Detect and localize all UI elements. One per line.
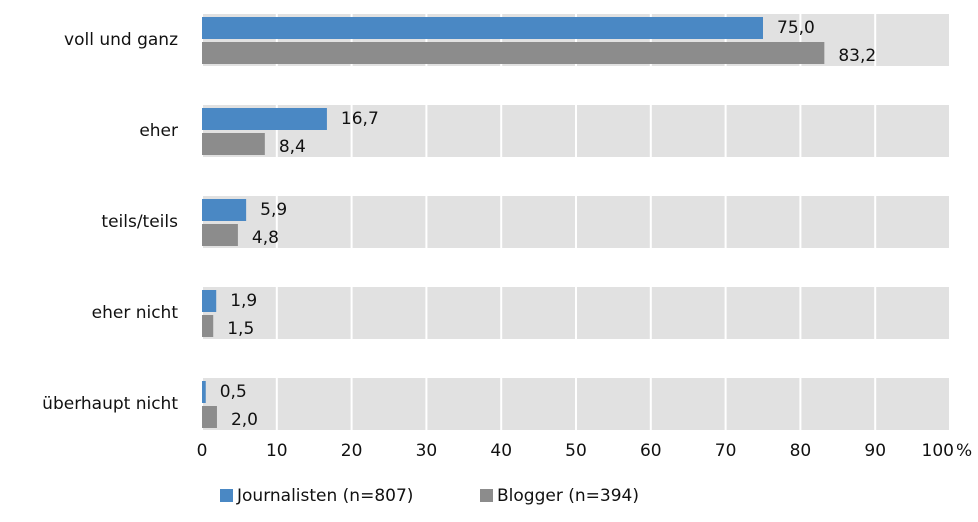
bar <box>202 42 825 64</box>
legend-label: Journalisten (n=807) <box>236 486 413 506</box>
value-label: 0,5 <box>220 382 247 402</box>
bar <box>202 315 214 337</box>
value-label: 16,7 <box>341 109 379 129</box>
value-label: 1,5 <box>227 319 254 339</box>
legend-swatch <box>480 489 493 502</box>
value-label: 1,9 <box>230 291 257 311</box>
value-label: 75,0 <box>777 18 815 38</box>
bar <box>202 17 763 39</box>
bar <box>202 290 217 312</box>
category-label: eher nicht <box>92 303 179 323</box>
x-tick-label: 90 <box>864 441 886 461</box>
value-label: 5,9 <box>260 200 287 220</box>
bar <box>202 199 247 221</box>
category-label: eher <box>139 121 178 141</box>
x-tick-label: 30 <box>416 441 438 461</box>
value-label: 83,2 <box>838 46 876 66</box>
bar <box>202 133 265 155</box>
value-label: 2,0 <box>231 410 258 430</box>
x-tick-label: 20 <box>341 441 363 461</box>
x-tick-label: 70 <box>715 441 737 461</box>
category-label: voll und ganz <box>64 30 178 50</box>
legend-swatch <box>220 489 233 502</box>
value-label: 8,4 <box>279 137 306 157</box>
category-label: teils/teils <box>101 212 178 232</box>
x-unit: % <box>956 441 972 461</box>
bar <box>202 108 327 130</box>
x-tick-label: 80 <box>790 441 812 461</box>
x-tick-label: 0 <box>197 441 208 461</box>
bar <box>202 224 238 246</box>
value-label: 4,8 <box>252 228 279 248</box>
category-label: überhaupt nicht <box>42 394 178 414</box>
bar <box>202 381 206 403</box>
x-tick-label: 100 <box>922 441 954 461</box>
x-tick-label: 60 <box>640 441 662 461</box>
x-tick-label: 10 <box>266 441 288 461</box>
bar <box>202 406 217 428</box>
x-tick-label: 40 <box>490 441 512 461</box>
x-tick-label: 50 <box>565 441 587 461</box>
legend-label: Blogger (n=394) <box>497 486 639 506</box>
